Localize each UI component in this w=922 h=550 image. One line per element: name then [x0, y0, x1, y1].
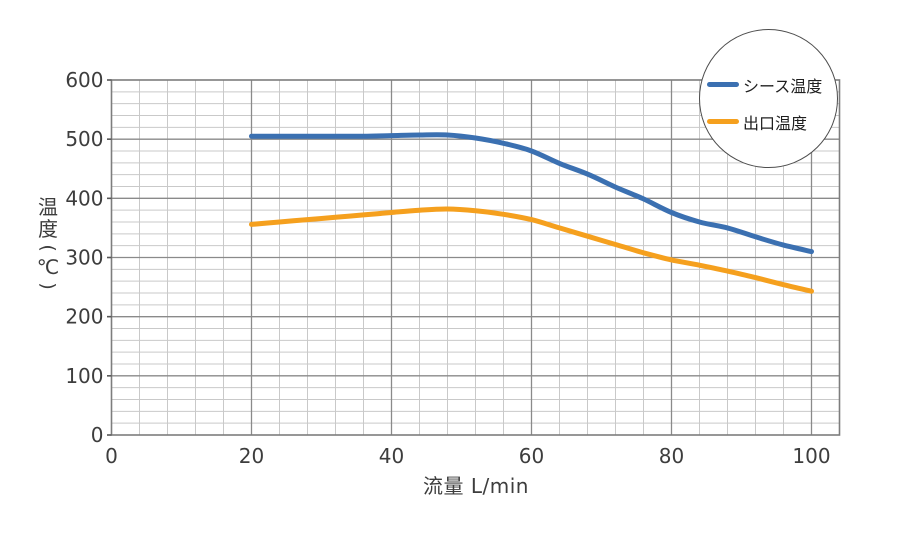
series-line-1: [249, 206, 814, 294]
legend-label-sheath-temperature: シース温度: [743, 76, 823, 96]
y-axis-title-char: 度: [38, 217, 58, 241]
y-axis-title-char: 温: [38, 195, 58, 219]
y-axis-title-char: ℃: [36, 255, 60, 280]
x-axis-title: 流量 L/min: [423, 474, 529, 498]
legend-item-outlet-temperature: 出口温度: [707, 110, 837, 134]
x-tick-label: 80: [659, 444, 684, 468]
legend: シース温度 出口温度: [699, 29, 838, 168]
x-tick-label: 60: [519, 444, 544, 468]
x-tick-label: 40: [379, 444, 404, 468]
outlet-temperature-line-swatch: [707, 119, 739, 124]
y-tick-label: 600: [65, 68, 103, 92]
legend-item-sheath-temperature: シース温度: [707, 73, 837, 97]
y-tick-label: 400: [65, 186, 103, 210]
y-axis-title-char: (: [37, 244, 60, 252]
legend-label-outlet-temperature: 出口温度: [743, 113, 808, 133]
y-axis-title: 温度 ( ℃): [28, 196, 68, 294]
x-tick-label: 20: [239, 444, 264, 468]
series-line-0: [249, 132, 814, 255]
y-axis-title-char: ): [37, 282, 60, 290]
sheath-temperature-line-swatch: [707, 82, 739, 87]
y-tick-label: 500: [65, 127, 103, 151]
y-tick-label: 0: [91, 423, 104, 447]
y-tick-label: 100: [65, 364, 103, 388]
y-tick-label: 300: [65, 246, 103, 270]
x-tick-label: 100: [792, 444, 830, 468]
x-tick-label: 0: [105, 444, 118, 468]
y-tick-label: 200: [65, 305, 103, 329]
